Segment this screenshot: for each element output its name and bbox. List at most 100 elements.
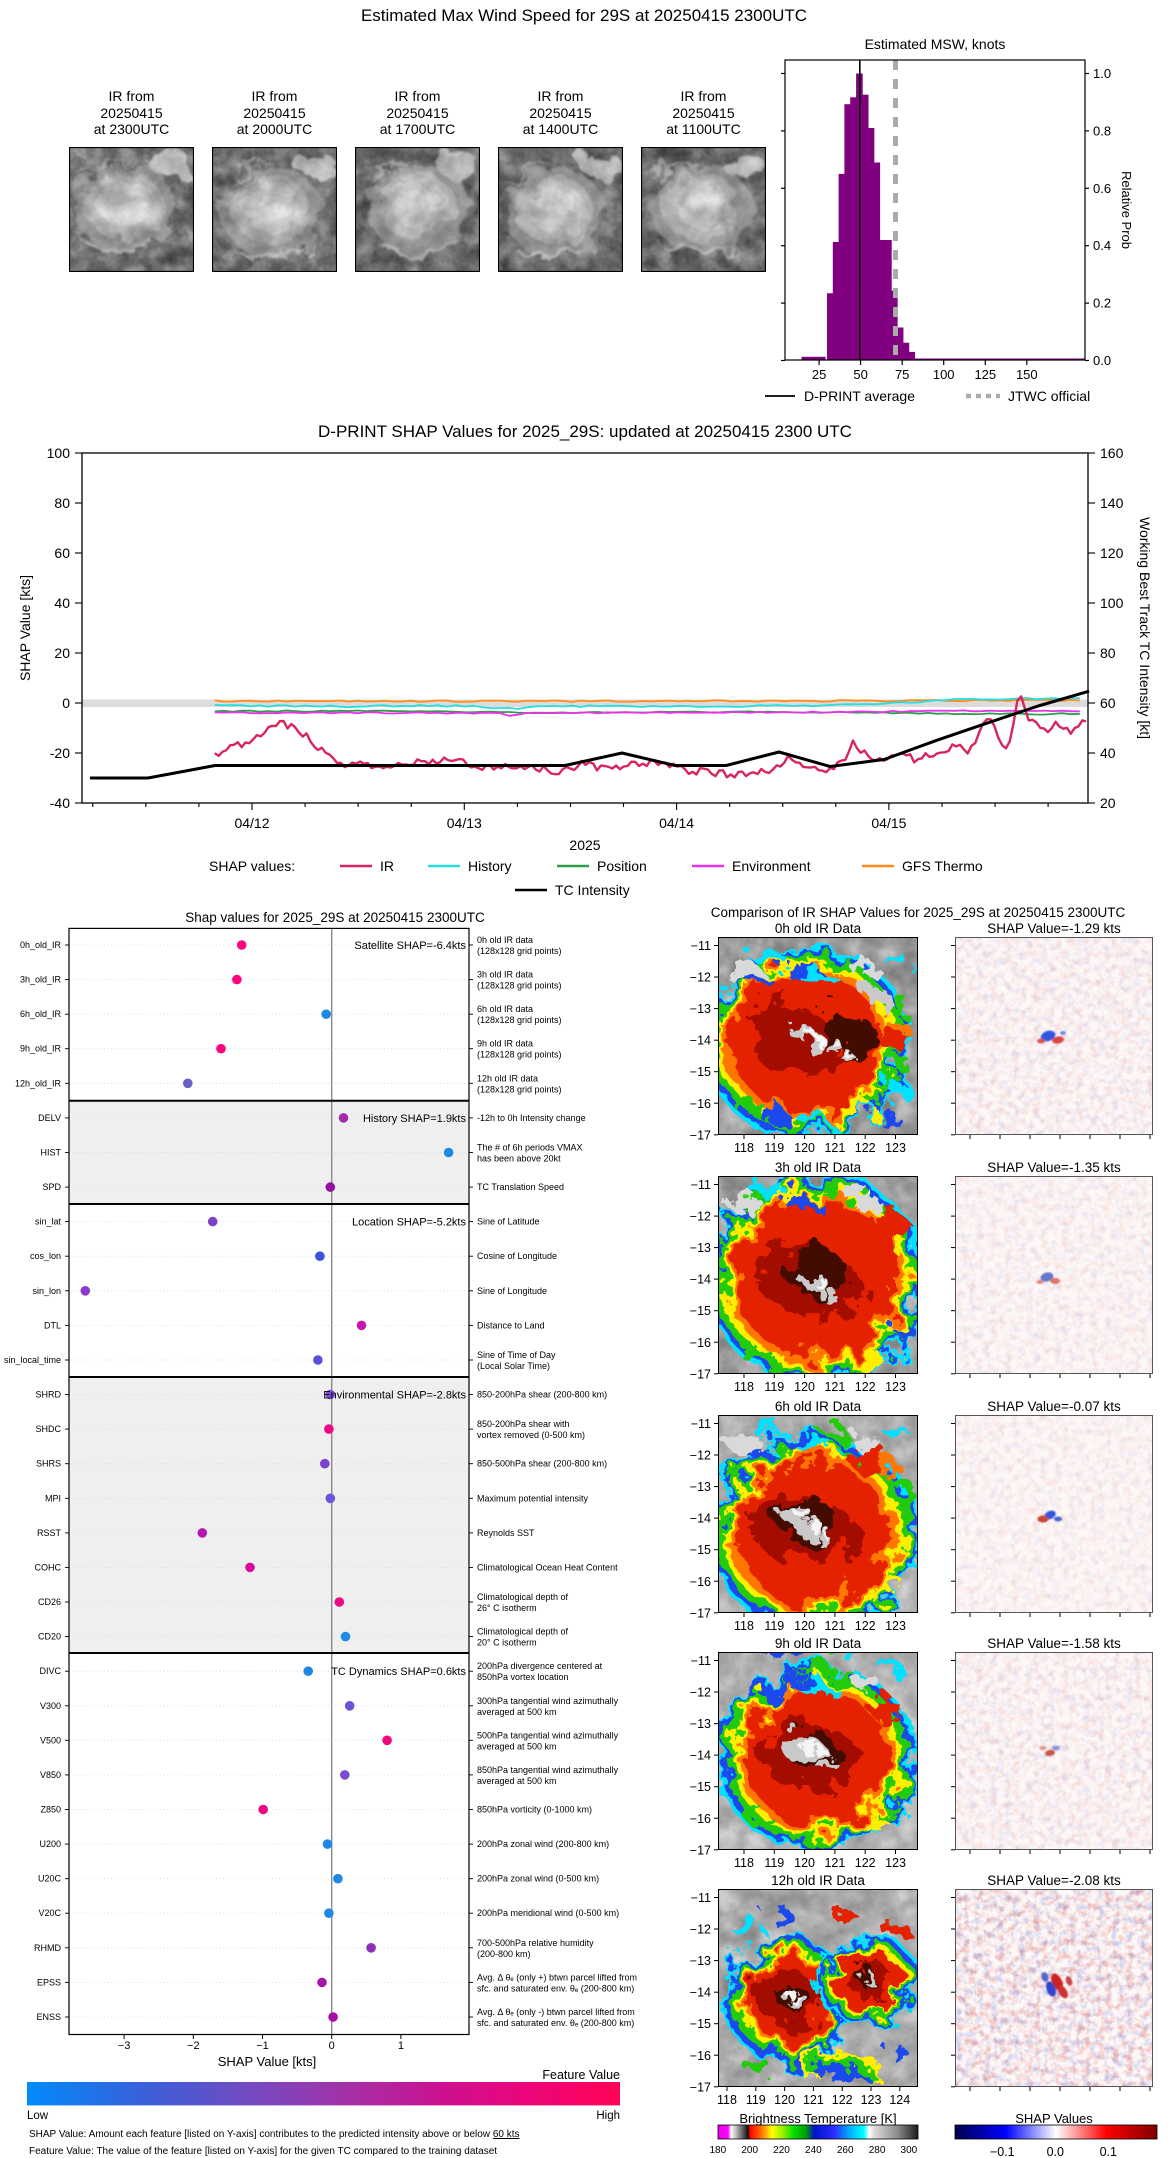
svg-text:1.0: 1.0	[1093, 66, 1111, 81]
svg-text:−16: −16	[690, 1575, 711, 1589]
svg-text:Satellite SHAP=-6.4kts: Satellite SHAP=-6.4kts	[354, 940, 466, 952]
svg-text:0.4: 0.4	[1093, 238, 1111, 253]
svg-text:850hPa vortex location: 850hPa vortex location	[477, 1672, 569, 1682]
svg-text:RHMD: RHMD	[34, 1943, 61, 1953]
svg-text:122: 122	[855, 1856, 876, 1870]
svg-text:Estimated MSW, knots: Estimated MSW, knots	[865, 36, 1006, 52]
svg-text:850-200hPa shear with: 850-200hPa shear with	[477, 1419, 570, 1429]
svg-text:04/15: 04/15	[871, 815, 906, 831]
svg-text:−13: −13	[690, 1002, 711, 1016]
svg-text:−11: −11	[691, 1891, 711, 1905]
svg-text:0h_old_IR: 0h_old_IR	[20, 940, 62, 950]
svg-text:0: 0	[329, 2040, 335, 2052]
svg-text:IR: IR	[380, 858, 394, 874]
svg-text:Feature Value: Feature Value	[542, 2068, 620, 2082]
svg-text:DELV: DELV	[38, 1113, 61, 1123]
svg-text:120: 120	[794, 1380, 815, 1394]
svg-text:CD20: CD20	[38, 1632, 61, 1642]
svg-text:sin_lat: sin_lat	[35, 1217, 62, 1227]
svg-text:(128x128 grid points): (128x128 grid points)	[477, 981, 562, 991]
svg-text:−11: −11	[691, 1178, 711, 1192]
svg-text:0.0: 0.0	[1093, 353, 1111, 368]
svg-text:HIST: HIST	[40, 1148, 61, 1158]
svg-text:Feature Value: The value of th: Feature Value: The value of the feature …	[29, 2146, 497, 2157]
svg-text:−15: −15	[690, 2017, 711, 2031]
svg-text:122: 122	[855, 1141, 876, 1155]
svg-text:MPI: MPI	[45, 1493, 61, 1503]
svg-text:Position: Position	[597, 858, 647, 874]
svg-text:−16: −16	[690, 1097, 711, 1111]
svg-text:SHAP Value=-2.08 kts: SHAP Value=-2.08 kts	[987, 1873, 1121, 1888]
svg-text:GFS Thermo: GFS Thermo	[902, 858, 983, 874]
svg-text:TC Translation Speed: TC Translation Speed	[477, 1182, 564, 1192]
svg-text:U200: U200	[39, 1839, 61, 1849]
svg-text:Sine of Longitude: Sine of Longitude	[477, 1286, 547, 1296]
svg-text:200: 200	[741, 2145, 758, 2156]
svg-text:121: 121	[803, 2093, 824, 2107]
svg-text:50: 50	[853, 367, 867, 382]
svg-text:122: 122	[855, 1619, 876, 1633]
svg-text:−13: −13	[690, 1480, 711, 1494]
svg-text:(128x128 grid points): (128x128 grid points)	[477, 1050, 562, 1060]
svg-text:850-500hPa shear (200-800 km): 850-500hPa shear (200-800 km)	[477, 1459, 607, 1469]
svg-text:(200-800 km): (200-800 km)	[477, 1949, 531, 1959]
svg-text:123: 123	[885, 1856, 906, 1870]
svg-text:123: 123	[861, 2093, 882, 2107]
svg-text:D-PRINT SHAP Values for 2025_2: D-PRINT SHAP Values for 2025_29S: update…	[318, 422, 852, 441]
svg-text:Climatological Ocean Heat Cont: Climatological Ocean Heat Content	[477, 1562, 618, 1572]
svg-text:−11: −11	[691, 1417, 711, 1431]
svg-text:SHAP values:: SHAP values:	[209, 858, 295, 874]
svg-text:60: 60	[54, 545, 70, 561]
svg-text:(128x128 grid points): (128x128 grid points)	[477, 1015, 562, 1025]
svg-text:120: 120	[794, 1141, 815, 1155]
svg-text:JTWC official: JTWC official	[1008, 388, 1090, 404]
svg-text:Environment: Environment	[732, 858, 811, 874]
svg-text:TC Dynamics SHAP=0.6kts: TC Dynamics SHAP=0.6kts	[331, 1666, 466, 1678]
svg-text:Shap values for 2025_29S at 20: Shap values for 2025_29S at 20250415 230…	[185, 910, 485, 925]
svg-text:0.0: 0.0	[1047, 2145, 1064, 2158]
svg-text:The # of 6h periods VMAX: The # of 6h periods VMAX	[477, 1143, 583, 1153]
svg-text:6h old IR data: 6h old IR data	[477, 1004, 533, 1014]
svg-text:averaged at 500 km: averaged at 500 km	[477, 1707, 557, 1717]
svg-text:−1: −1	[256, 2040, 269, 2052]
svg-text:averaged at 500 km: averaged at 500 km	[477, 1741, 557, 1751]
svg-text:−17: −17	[690, 1843, 711, 1857]
svg-text:12h_old_IR: 12h_old_IR	[15, 1078, 62, 1088]
svg-text:04/14: 04/14	[659, 815, 694, 831]
svg-text:Relative Prob: Relative Prob	[1119, 171, 1134, 249]
svg-text:121: 121	[824, 1380, 845, 1394]
svg-text:500hPa tangential wind azimuth: 500hPa tangential wind azimuthally	[477, 1730, 619, 1740]
svg-text:SHAP Values: SHAP Values	[1015, 2111, 1093, 2126]
svg-text:Location SHAP=-5.2kts: Location SHAP=-5.2kts	[352, 1217, 467, 1229]
svg-text:SHRD: SHRD	[35, 1390, 61, 1400]
svg-text:6h_old_IR: 6h_old_IR	[20, 1009, 62, 1019]
svg-text:150: 150	[1016, 367, 1038, 382]
svg-text:DTL: DTL	[44, 1320, 61, 1330]
svg-text:04/13: 04/13	[447, 815, 482, 831]
svg-text:DIVC: DIVC	[39, 1666, 61, 1676]
svg-text:121: 121	[824, 1141, 845, 1155]
svg-text:History: History	[468, 858, 512, 874]
svg-text:12h old IR Data: 12h old IR Data	[771, 1873, 865, 1888]
svg-text:V20C: V20C	[38, 1908, 61, 1918]
svg-text:sfc. and saturated env. θₑ (20: sfc. and saturated env. θₑ (200-800 km)	[477, 2018, 634, 2028]
svg-text:averaged at 500 km: averaged at 500 km	[477, 1776, 557, 1786]
svg-text:1: 1	[398, 2040, 404, 2052]
svg-text:Brightness Temperature [K]: Brightness Temperature [K]	[739, 2111, 896, 2126]
svg-text:100: 100	[933, 367, 955, 382]
svg-text:−15: −15	[690, 1780, 711, 1794]
svg-text:−2: −2	[187, 2040, 200, 2052]
svg-text:Maximum potential intensity: Maximum potential intensity	[477, 1493, 589, 1503]
svg-text:300: 300	[901, 2145, 918, 2156]
svg-text:122: 122	[855, 1380, 876, 1394]
svg-text:−15: −15	[690, 1543, 711, 1557]
svg-text:has been above 20kt: has been above 20kt	[477, 1154, 561, 1164]
svg-text:SHAP Value=-1.29 kts: SHAP Value=-1.29 kts	[987, 921, 1121, 936]
svg-text:3h_old_IR: 3h_old_IR	[20, 975, 62, 985]
svg-text:−17: −17	[690, 1367, 711, 1381]
svg-text:Z850: Z850	[40, 1805, 61, 1815]
svg-text:200hPa zonal wind (0-500 km): 200hPa zonal wind (0-500 km)	[477, 1874, 599, 1884]
svg-text:40: 40	[1100, 745, 1116, 761]
svg-text:120: 120	[794, 1856, 815, 1870]
svg-text:−17: −17	[690, 1606, 711, 1620]
